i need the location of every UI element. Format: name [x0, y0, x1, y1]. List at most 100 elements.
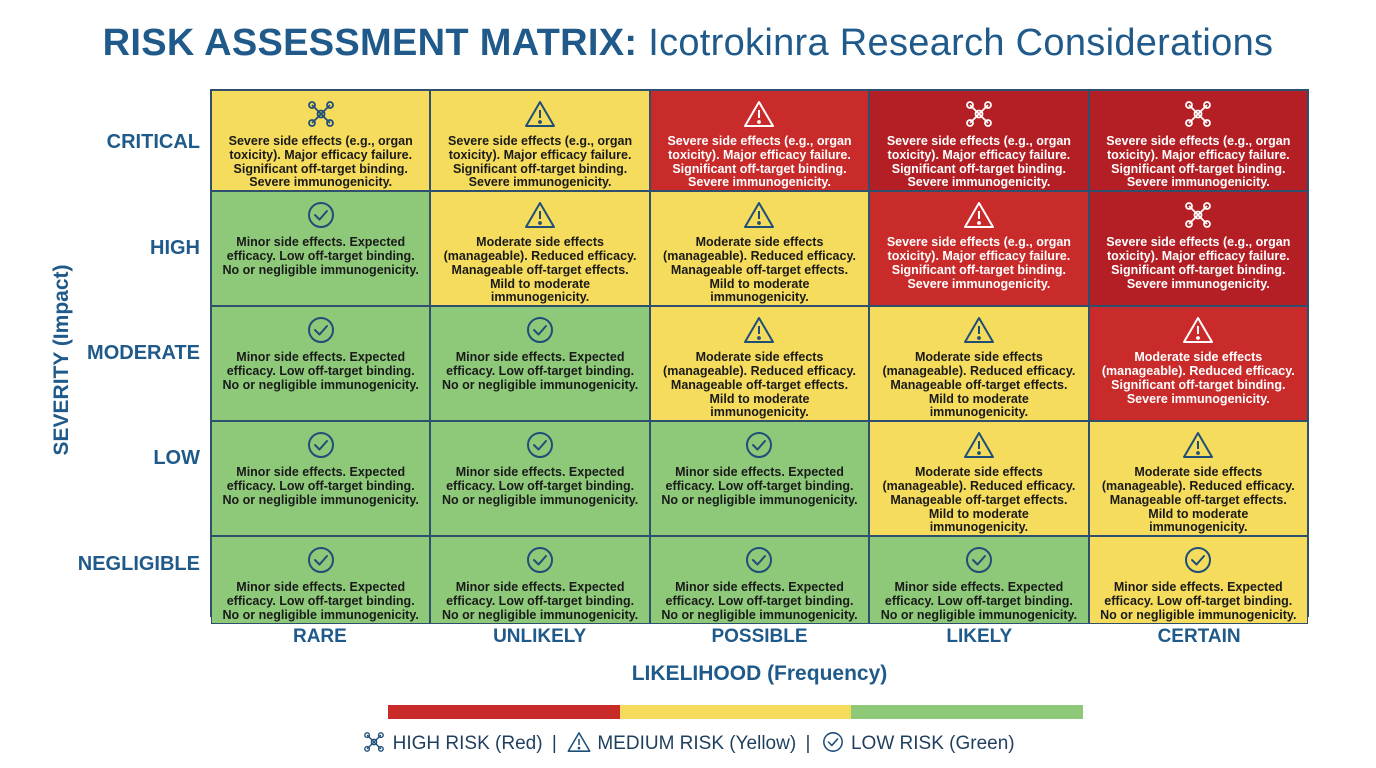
legend-separator: | [551, 733, 557, 754]
matrix-cell-critical-certain: Severe side effects (e.g., organ toxicit… [1088, 90, 1308, 192]
row-label-moderate: MODERATE [87, 341, 200, 364]
cell-description: Minor side effects. Expected efficacy. L… [222, 350, 419, 392]
matrix-cell-negligible-certain: Minor side effects. Expected efficacy. L… [1088, 536, 1308, 624]
matrix-cell-critical-rare: Severe side effects (e.g., organ toxicit… [211, 90, 431, 192]
title-bold: RISK ASSESSMENT MATRIX: [102, 22, 638, 64]
page-title: RISK ASSESSMENT MATRIX: Icotrokinra Rese… [0, 22, 1376, 65]
cell-description: Moderate side effects (manageable). Redu… [882, 350, 1076, 420]
warning-icon [744, 202, 775, 229]
matrix-cell-low-possible: Minor side effects. Expected efficacy. L… [649, 421, 870, 537]
cell-description: Moderate side effects (manageable). Redu… [1101, 350, 1295, 406]
check-circle-icon [527, 547, 554, 574]
check-circle-icon [307, 547, 334, 574]
legend-high: HIGH RISK (Red) [392, 733, 543, 754]
matrix-cell-high-likely: Severe side effects (e.g., organ toxicit… [869, 191, 1089, 307]
matrix-cell-low-certain: Moderate side effects (manageable). Redu… [1088, 421, 1308, 537]
check-circle-icon [746, 547, 773, 574]
warning-icon [525, 101, 556, 127]
row-label-negligible: NEGLIGIBLE [77, 552, 200, 575]
col-label-unlikely: UNLIKELY [493, 626, 587, 647]
warning-icon [1183, 432, 1214, 459]
cell-description: Minor side effects. Expected efficacy. L… [441, 465, 639, 507]
matrix-cell-low-unlikely: Minor side effects. Expected efficacy. L… [430, 421, 650, 537]
check-circle-icon [965, 547, 992, 574]
cell-description: Severe side effects (e.g., organ toxicit… [1106, 134, 1291, 190]
matrix-cell-moderate-certain: Moderate side effects (manageable). Redu… [1088, 306, 1308, 422]
cell-description: Minor side effects. Expected efficacy. L… [441, 350, 639, 392]
matrix-cell-low-likely: Moderate side effects (manageable). Redu… [869, 421, 1089, 537]
warning-icon [525, 202, 556, 229]
check-circle-icon [746, 432, 773, 459]
legend-bar-green [851, 705, 1084, 719]
matrix-cell-moderate-rare: Minor side effects. Expected efficacy. L… [211, 306, 431, 422]
row-labels: CRITICAL HIGH MODERATE LOW NEGLIGIBLE [77, 90, 200, 617]
matrix-cell-high-unlikely: Moderate side effects (manageable). Redu… [430, 191, 650, 307]
check-circle-icon [1185, 547, 1212, 574]
cell-description: Minor side effects. Expected efficacy. L… [880, 580, 1078, 622]
legend: HIGH RISK (Red) | MEDIUM RISK (Yellow) |… [0, 730, 1376, 755]
check-circle-icon [820, 732, 846, 754]
matrix-cell-critical-unlikely: Severe side effects (e.g., organ toxicit… [430, 90, 650, 192]
legend-color-bar [388, 705, 1084, 719]
cell-description: Moderate side effects (manageable). Redu… [663, 350, 856, 420]
cell-description: Moderate side effects (manageable). Redu… [882, 465, 1076, 535]
cell-description: Moderate side effects (manageable). Redu… [663, 235, 856, 305]
cell-description: Moderate side effects (manageable). Redu… [443, 235, 637, 305]
molecule-icon [965, 101, 992, 127]
cell-description: Minor side effects. Expected efficacy. L… [661, 465, 858, 507]
row-label-critical: CRITICAL [106, 131, 200, 154]
column-labels: RARE UNLIKELY POSSIBLE LIKELY CERTAIN [210, 626, 1309, 648]
matrix-cell-high-possible: Moderate side effects (manageable). Redu… [649, 191, 870, 307]
col-label-certain: CERTAIN [1157, 626, 1241, 647]
legend-bar-yellow [619, 705, 852, 719]
cell-description: Minor side effects. Expected efficacy. L… [661, 580, 858, 622]
cell-description: Severe side effects (e.g., organ toxicit… [1106, 235, 1291, 291]
warning-icon [566, 732, 592, 754]
cell-description: Severe side effects (e.g., organ toxicit… [667, 134, 852, 190]
cell-description: Minor side effects. Expected efficacy. L… [222, 235, 419, 277]
matrix-cell-high-rare: Minor side effects. Expected efficacy. L… [211, 191, 431, 307]
warning-icon [963, 432, 994, 459]
matrix-cell-moderate-possible: Moderate side effects (manageable). Redu… [649, 306, 870, 422]
matrix-cell-critical-possible: Severe side effects (e.g., organ toxicit… [649, 90, 870, 192]
matrix-cell-moderate-unlikely: Minor side effects. Expected efficacy. L… [430, 306, 650, 422]
molecule-icon [361, 732, 387, 754]
y-axis-title: SEVERITY (Impact) [50, 264, 73, 456]
risk-matrix-grid: Severe side effects (e.g., organ toxicit… [210, 89, 1309, 624]
x-axis-title: LIKELIHOOD (Frequency) [631, 662, 888, 685]
check-circle-icon [527, 432, 554, 459]
col-label-likely: LIKELY [946, 626, 1013, 647]
cell-description: Moderate side effects (manageable). Redu… [1101, 465, 1295, 535]
legend-bar-red [388, 705, 620, 719]
matrix-cell-negligible-likely: Minor side effects. Expected efficacy. L… [869, 536, 1089, 624]
check-circle-icon [307, 317, 334, 344]
cell-description: Minor side effects. Expected efficacy. L… [222, 580, 419, 622]
check-circle-icon [307, 432, 334, 459]
matrix-cell-negligible-unlikely: Minor side effects. Expected efficacy. L… [430, 536, 650, 624]
molecule-icon [1185, 202, 1212, 229]
matrix-cell-low-rare: Minor side effects. Expected efficacy. L… [211, 421, 431, 537]
matrix-cell-critical-likely: Severe side effects (e.g., organ toxicit… [869, 90, 1089, 192]
check-circle-icon [307, 202, 334, 229]
cell-description: Severe side effects (e.g., organ toxicit… [228, 134, 413, 190]
row-label-low: LOW [153, 447, 200, 470]
row-label-high: HIGH [150, 236, 200, 259]
cell-description: Severe side effects (e.g., organ toxicit… [886, 235, 1071, 291]
matrix-cell-high-certain: Severe side effects (e.g., organ toxicit… [1088, 191, 1308, 307]
col-label-rare: RARE [292, 626, 347, 647]
col-label-possible: POSSIBLE [711, 626, 808, 647]
cell-description: Minor side effects. Expected efficacy. L… [222, 465, 419, 507]
matrix-cell-negligible-rare: Minor side effects. Expected efficacy. L… [211, 536, 431, 624]
warning-icon [963, 317, 994, 344]
molecule-icon [1185, 101, 1212, 127]
cell-description: Severe side effects (e.g., organ toxicit… [886, 134, 1071, 190]
cell-description: Minor side effects. Expected efficacy. L… [441, 580, 639, 622]
warning-icon [744, 317, 775, 344]
cell-description: Severe side effects (e.g., organ toxicit… [448, 134, 633, 190]
legend-medium: MEDIUM RISK (Yellow) [597, 733, 797, 754]
check-circle-icon [527, 317, 554, 344]
matrix-cell-moderate-likely: Moderate side effects (manageable). Redu… [869, 306, 1089, 422]
cell-description: Minor side effects. Expected efficacy. L… [1100, 580, 1297, 622]
legend-low: LOW RISK (Green) [850, 733, 1015, 754]
matrix-cell-negligible-possible: Minor side effects. Expected efficacy. L… [649, 536, 870, 624]
